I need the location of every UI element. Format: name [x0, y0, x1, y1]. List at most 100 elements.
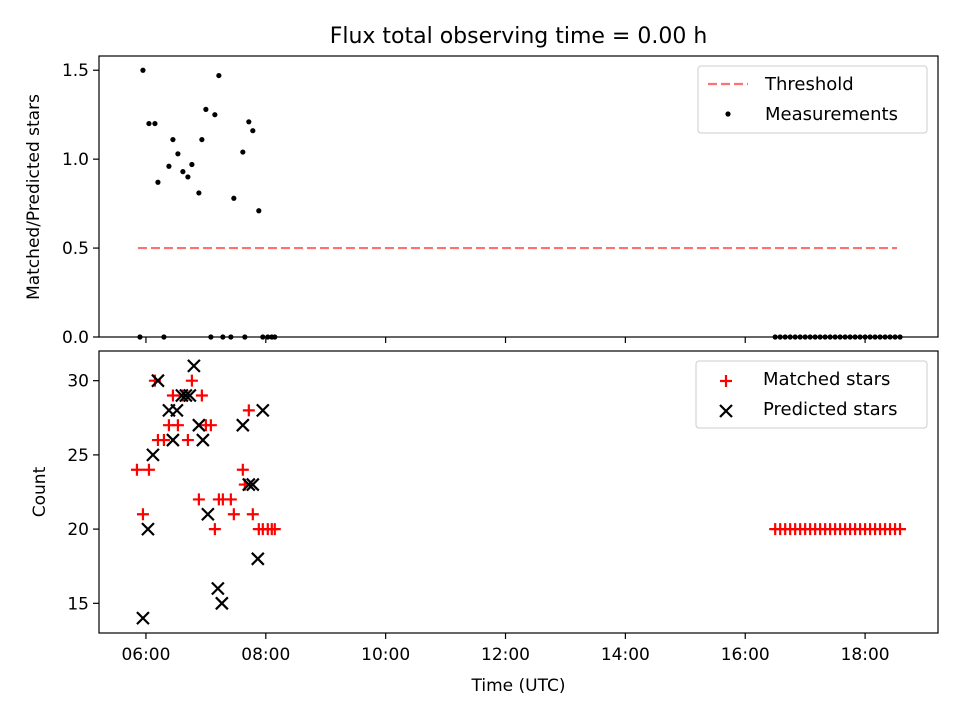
bottom-y-tick-label: 25: [67, 446, 89, 466]
measurement-point: [857, 334, 863, 340]
measurement-point: [175, 151, 181, 157]
measurement-point: [882, 334, 888, 340]
bottom-x-tick-label: 14:00: [601, 645, 650, 665]
matched-star-point: [181, 434, 194, 447]
bottom-y-axis-label: Count: [30, 466, 50, 517]
measurement-point: [180, 169, 186, 175]
measurement-point: [189, 161, 195, 168]
predicted-star-point: [192, 418, 206, 432]
measurement-point: [208, 334, 214, 340]
matched-star-point: [185, 374, 198, 387]
legend-measurements-swatch: [725, 111, 731, 117]
legend-matched-label: Matched stars: [763, 369, 890, 390]
measurement-point: [822, 334, 828, 340]
legend-predicted-swatch: [719, 404, 733, 418]
top-y-tick-label: 1.0: [62, 150, 89, 170]
top-y-tick-label: 1.5: [62, 61, 89, 81]
matched-star-point: [204, 419, 217, 432]
top-axes-frame: [98, 55, 939, 338]
measurement-point: [212, 112, 218, 118]
predicted-star-point: [256, 403, 270, 418]
measurement-point: [877, 334, 883, 340]
bottom-legend-box: [695, 360, 928, 429]
top-y-tick-label: 0.0: [62, 328, 89, 348]
measurement-point: [827, 334, 833, 340]
bottom-y-tick-label: 20: [67, 520, 89, 540]
measurement-point: [199, 136, 205, 143]
measurement-point: [260, 334, 266, 340]
measurement-point: [842, 334, 848, 340]
legend-matched-swatch: [720, 375, 732, 387]
measurement-point: [852, 334, 858, 340]
measurement-point: [892, 334, 898, 340]
measurement-point: [265, 334, 271, 340]
matched-star-point: [246, 508, 259, 521]
bottom-x-tick-label: 12:00: [481, 645, 530, 665]
measurement-point: [887, 334, 893, 340]
x-axis-label: Time (UTC): [471, 676, 566, 696]
measurement-point: [837, 334, 843, 340]
bottom-x-tick-label: 08:00: [241, 645, 290, 665]
matched-star-point: [142, 463, 155, 476]
measurement-point: [137, 334, 143, 340]
measurement-point: [240, 149, 246, 155]
measurement-point: [782, 334, 788, 340]
predicted-star-point: [211, 581, 225, 596]
matched-star-point: [236, 463, 249, 476]
legend-predicted-label: Predicted stars: [763, 399, 897, 420]
measurement-point: [792, 334, 798, 340]
predicted-star-point: [146, 448, 160, 462]
measurement-point: [817, 334, 823, 340]
measurement-point: [185, 174, 191, 180]
measurement-point: [847, 334, 853, 340]
matched-star-point: [192, 493, 205, 506]
top-y-tick-label: 0.5: [62, 239, 89, 259]
measurement-point: [797, 334, 803, 340]
measurement-point: [228, 334, 234, 340]
predicted-star-point: [251, 552, 265, 566]
measurement-point: [802, 334, 808, 340]
measurement-point: [807, 334, 813, 340]
measurement-point: [161, 334, 167, 340]
matched-star-point: [157, 434, 170, 447]
matched-stars-points: [130, 374, 907, 536]
matched-star-point: [268, 523, 281, 536]
predicted-star-point: [151, 373, 165, 388]
measurement-point: [155, 179, 161, 185]
predicted-star-point: [201, 507, 215, 522]
bottom-axes-frame: [98, 350, 939, 634]
top-legend-box: [697, 65, 928, 134]
bottom-x-ticks: 06:00 08:00 10:00 12:00 14:00 16:00 18:00: [121, 633, 890, 665]
matched-star-point: [130, 463, 143, 476]
matched-star-point: [227, 508, 240, 521]
matched-star-point: [171, 419, 184, 432]
legend-threshold-label: Threshold: [764, 74, 854, 95]
predicted-star-point: [196, 433, 210, 447]
predicted-star-point: [141, 522, 155, 536]
predicted-star-point: [215, 596, 229, 611]
measurement-point: [812, 334, 818, 340]
predicted-star-point: [179, 388, 193, 403]
measurement-point: [203, 106, 209, 112]
measurement-point: [220, 334, 226, 340]
top-panel: 0.0 0.5 1.0 1.5 Matched/Predicted stars Thr…: [24, 55, 939, 348]
matched-star-point: [224, 493, 237, 506]
measurement-point: [772, 334, 778, 340]
predicted-star-point: [246, 477, 260, 492]
predicted-star-point: [183, 388, 197, 403]
measurement-point: [272, 334, 278, 340]
bottom-y-tick-label: 30: [67, 372, 89, 392]
bottom-panel: 15 20 25 30 06:00 08:00 10:00 12:00 14:00 16:00 1…: [30, 350, 939, 696]
top-y-axis-label: Matched/Predicted stars: [24, 94, 44, 300]
bottom-x-tick-label: 16:00: [721, 645, 770, 665]
predicted-stars-points: [136, 359, 270, 625]
measurement-point: [242, 334, 248, 340]
top-y-ticks: 0.0 0.5 1.0 1.5: [62, 61, 99, 348]
predicted-star-point: [136, 611, 150, 625]
matched-star-point: [242, 404, 255, 417]
bottom-x-tick-label: 18:00: [841, 645, 890, 665]
measurement-point: [146, 120, 152, 127]
measurement-point: [867, 334, 873, 340]
measurement-point: [216, 72, 222, 79]
